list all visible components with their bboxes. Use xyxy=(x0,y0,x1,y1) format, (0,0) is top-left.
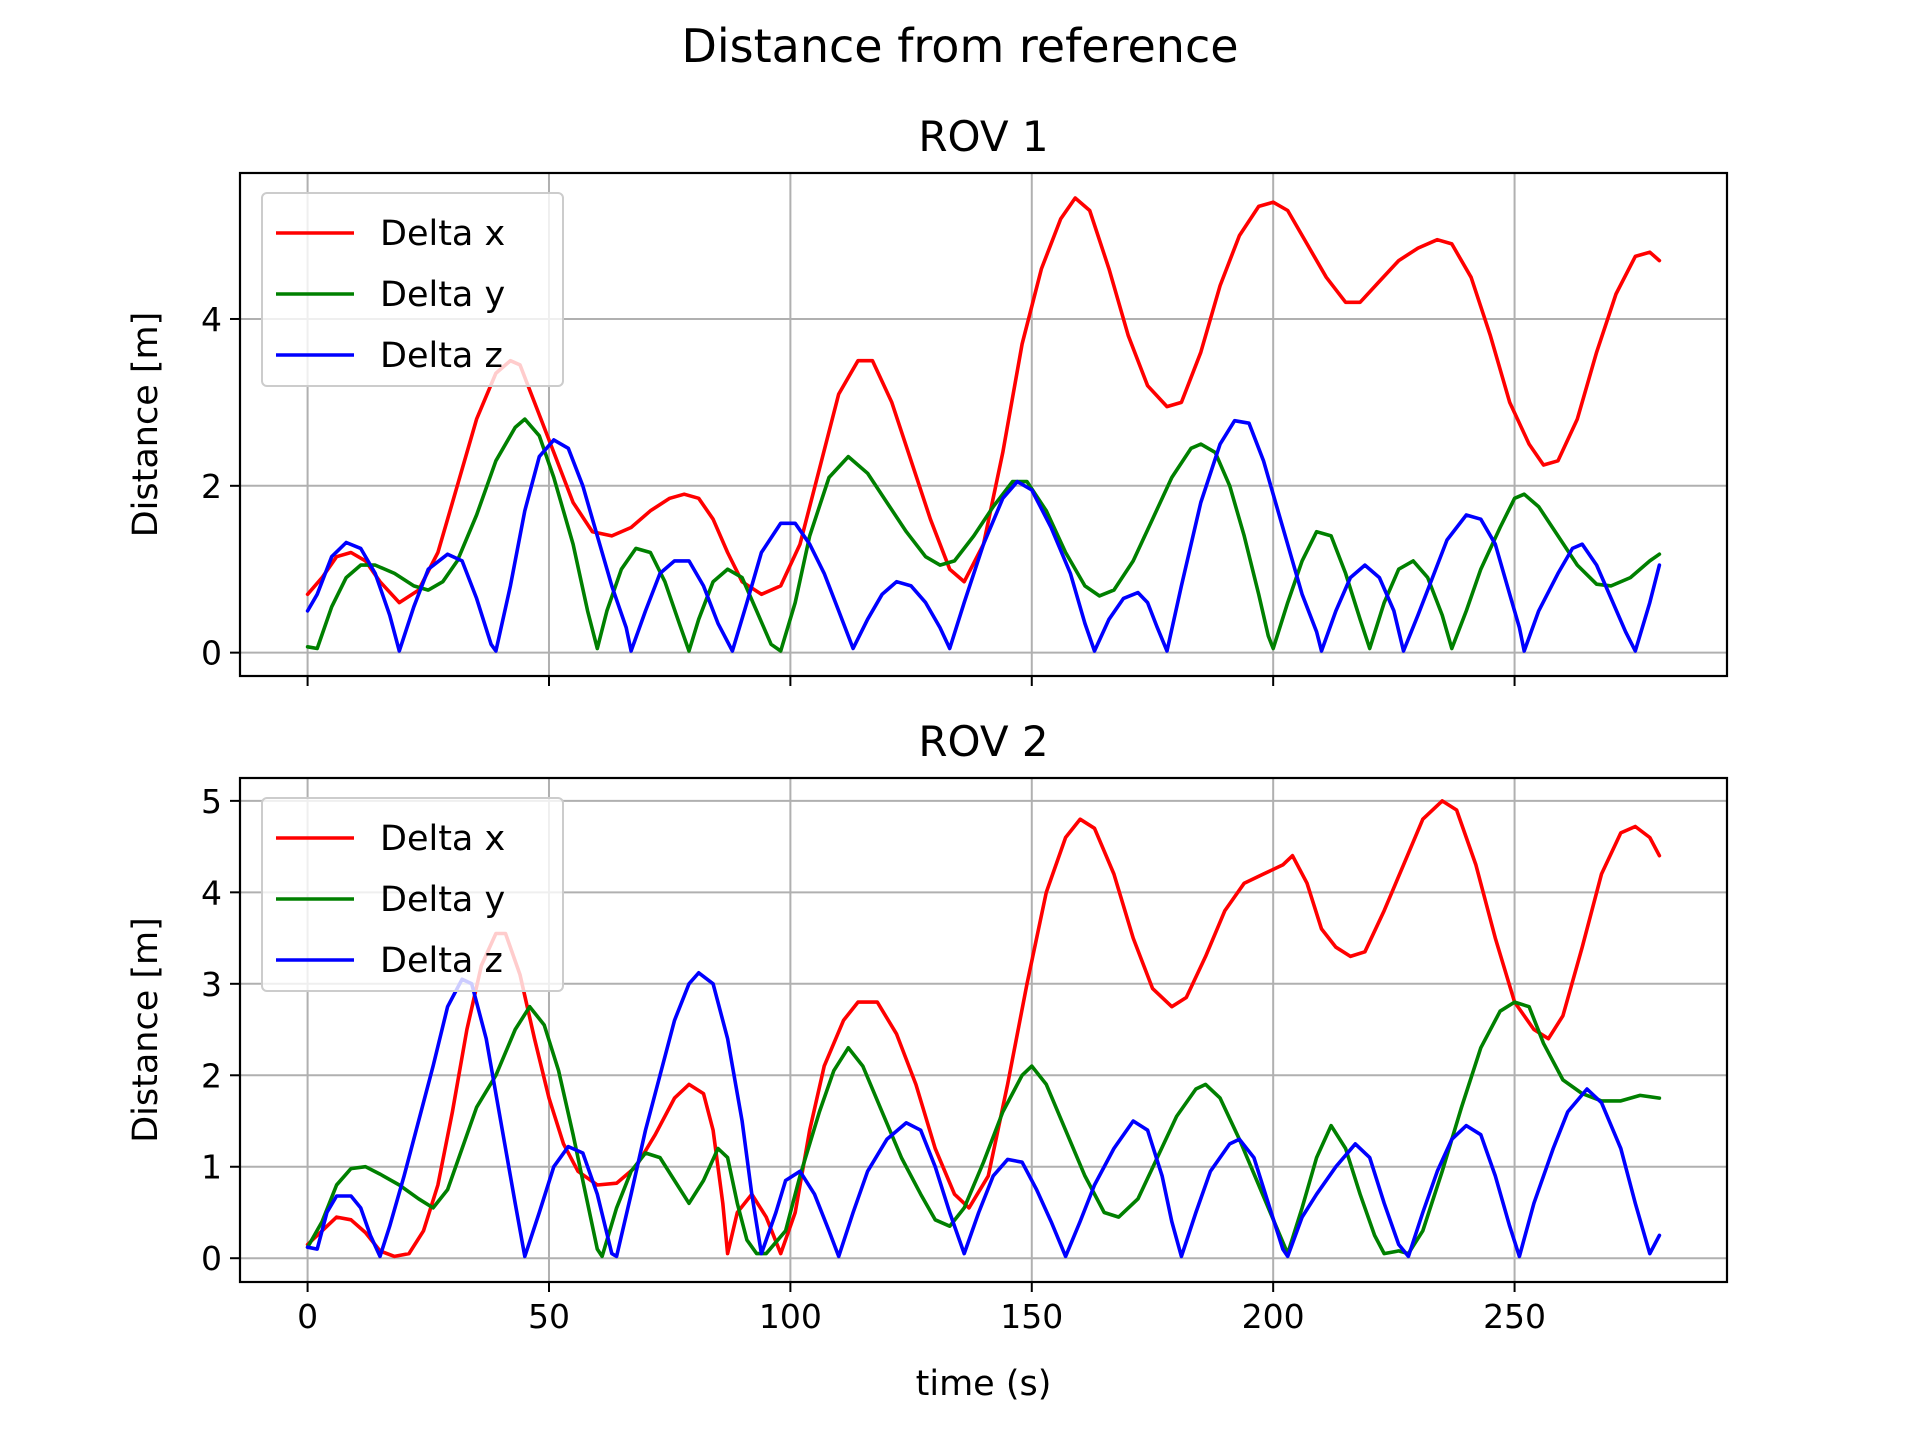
x-tick-label: 0 xyxy=(297,1297,318,1336)
y-tick-label: 3 xyxy=(201,965,222,1004)
x-tick-label: 200 xyxy=(1242,1297,1305,1336)
y-tick-label: 2 xyxy=(201,467,222,506)
subplot-rov-2: 0 50 100 150 200 250 0 1 2 3 4 5 ROV 2 Distance [m] ti… xyxy=(126,717,1729,1404)
figure-suptitle: Distance from reference xyxy=(681,19,1238,73)
legend-label: Delta x xyxy=(380,214,505,254)
y-tick-label: 4 xyxy=(201,873,222,912)
subplot-title: ROV 1 xyxy=(918,112,1048,161)
legend: Delta x Delta y Delta z xyxy=(261,192,564,387)
legend-label: Delta y xyxy=(380,275,505,315)
legend-label: Delta z xyxy=(380,336,503,376)
y-tick-label: 0 xyxy=(201,1239,222,1278)
legend-label: Delta y xyxy=(380,880,505,920)
subplot-title: ROV 2 xyxy=(918,717,1048,766)
x-axis-label: time (s) xyxy=(916,1364,1052,1404)
legend-label: Delta z xyxy=(380,941,503,981)
y-tick-label: 1 xyxy=(201,1148,222,1187)
legend-label: Delta x xyxy=(380,819,505,859)
y-tick-label: 4 xyxy=(201,300,222,339)
y-axis-label: Distance [m] xyxy=(126,312,166,538)
x-tick-label: 150 xyxy=(1000,1297,1063,1336)
series-line-delta-z xyxy=(305,418,1662,653)
x-tick-label: 250 xyxy=(1483,1297,1546,1336)
axes-frame xyxy=(238,171,1729,678)
x-tick-label: 50 xyxy=(528,1297,570,1336)
series-line-delta-z xyxy=(305,971,1662,1259)
axes-frame xyxy=(238,776,1729,1284)
y-tick-label: 5 xyxy=(201,782,222,821)
y-axis-label: Distance [m] xyxy=(126,917,166,1143)
series-line-delta-y xyxy=(305,1000,1662,1259)
series-line-delta-y xyxy=(305,417,1662,653)
legend-box xyxy=(261,797,564,992)
y-tick-label: 0 xyxy=(201,634,222,673)
legend-box xyxy=(261,192,564,387)
legend: Delta x Delta y Delta z xyxy=(261,797,564,992)
x-tick-label: 100 xyxy=(759,1297,822,1336)
y-tick-label: 2 xyxy=(201,1056,222,1095)
